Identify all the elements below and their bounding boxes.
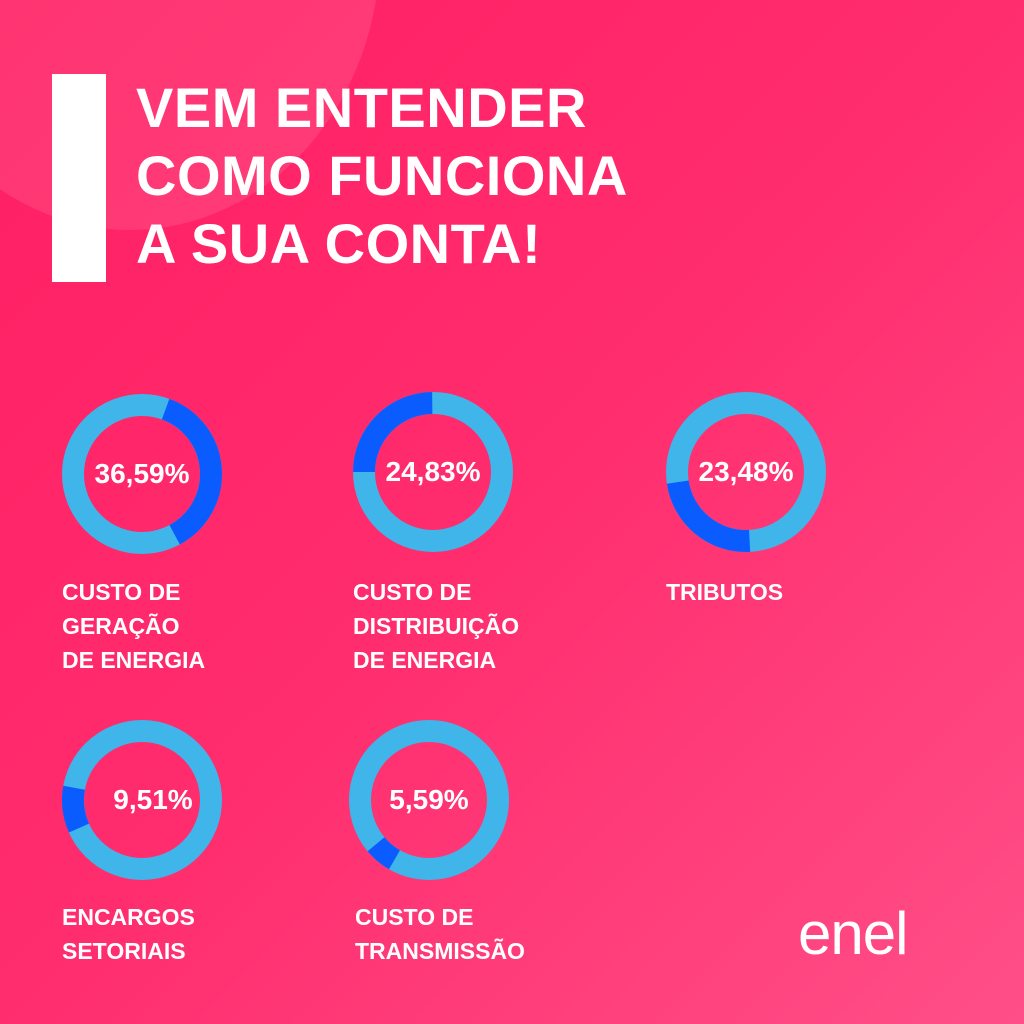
donut-svg (349, 720, 509, 880)
donut-category-label: CUSTO DE GERAÇÃO DE ENERGIA (62, 579, 206, 673)
donut-svg (62, 720, 222, 880)
enel-logo-text: enel (798, 900, 907, 966)
title-line-3: A SUA CONTA! (136, 212, 542, 275)
donut-chart-transmissao: 5,59% (349, 720, 509, 880)
donut-percentage: 23,48% (698, 456, 794, 487)
ring-value-arc (353, 392, 433, 473)
donut-svg (62, 394, 222, 554)
title-accent-bar (52, 74, 106, 282)
ring-value-arc (367, 836, 401, 870)
donut-svg (353, 392, 513, 552)
donut-chart-distribuicao: 24,83% (353, 392, 513, 552)
ring-value-arc (666, 480, 751, 552)
ring-track (349, 720, 509, 880)
enel-logo: enel (798, 900, 908, 966)
donut-chart-tributos: 23,48% (666, 392, 826, 552)
donut-percentage: 5,59% (389, 784, 469, 815)
donut-chart-encargos: 9,51% (62, 720, 222, 880)
donut-percentage: 24,83% (385, 456, 481, 487)
donut-category-label: TRIBUTOS (666, 579, 784, 605)
ring-value-arc (161, 398, 222, 545)
donut-svg (666, 392, 826, 552)
donut-category-label: CUSTO DE TRANSMISSÃO (355, 904, 525, 964)
donut-percentage: 36,59% (94, 458, 190, 489)
ring-value-arc (62, 785, 90, 833)
page-title: VEM ENTENDER COMO FUNCIONA A SUA CONTA! (136, 74, 628, 278)
title-line-2: COMO FUNCIONA (136, 144, 628, 207)
donut-percentage: 9,51% (113, 784, 193, 815)
donut-category-label: ENCARGOS SETORIAIS (62, 904, 195, 964)
donut-category-label: CUSTO DE DISTRIBUIÇÃO DE ENERGIA (353, 579, 520, 673)
donut-chart-geracao: 36,59% (62, 394, 222, 554)
title-line-1: VEM ENTENDER (136, 76, 587, 139)
